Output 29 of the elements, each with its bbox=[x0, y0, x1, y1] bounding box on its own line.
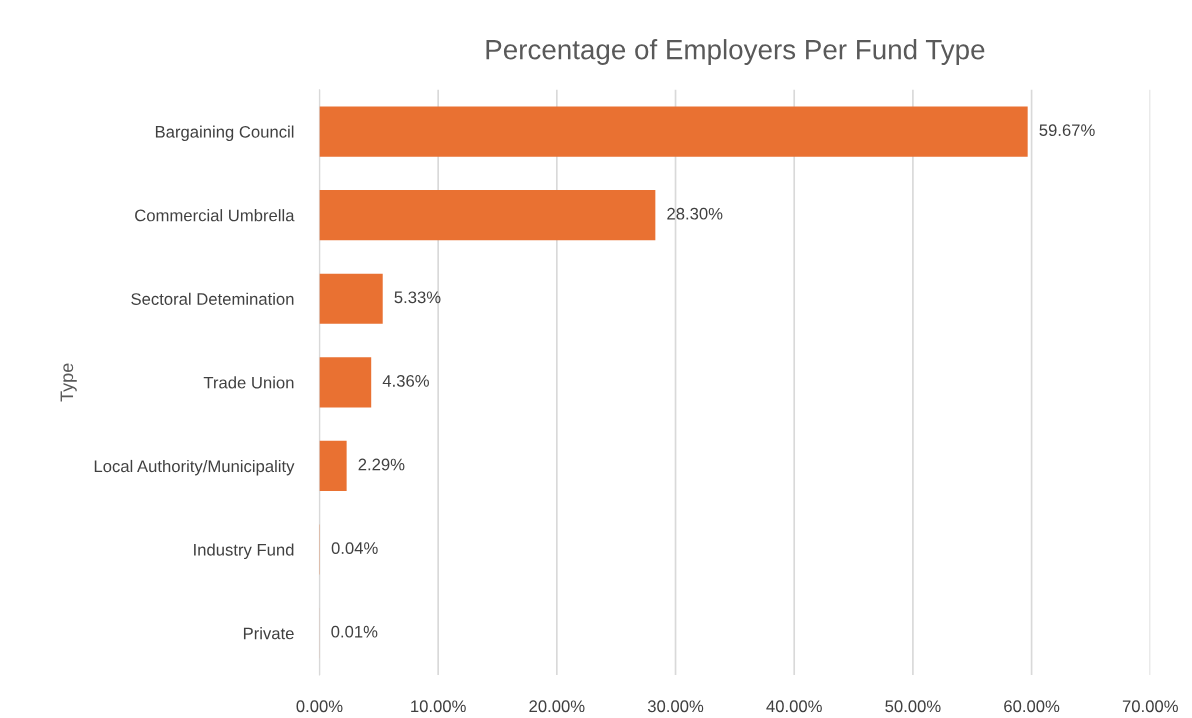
data-label: 4.36% bbox=[382, 375, 429, 387]
x-tick-label: 0.00% bbox=[296, 700, 343, 713]
x-tick-label: 20.00% bbox=[529, 700, 585, 713]
y-tick-label: Bargaining Council bbox=[155, 125, 294, 142]
y-tick-label: Trade Union bbox=[203, 376, 294, 389]
y-tick-label: Industry Fund bbox=[194, 543, 294, 560]
x-tick-label: 60.00% bbox=[1004, 700, 1060, 713]
data-label: 0.04% bbox=[331, 542, 378, 554]
data-label: 0.01% bbox=[331, 625, 378, 638]
data-label: 59.67% bbox=[1039, 124, 1095, 137]
x-tick-label: 50.00% bbox=[885, 700, 941, 713]
y-tick-label: Local Authority/Municipality bbox=[94, 459, 295, 476]
x-tick-label: 10.00% bbox=[411, 700, 466, 713]
data-label: 2.29% bbox=[358, 458, 405, 471]
y-tick-label: Sectoral Detemination bbox=[131, 292, 294, 305]
y-tick-label: Commercial Umbrella bbox=[135, 209, 295, 222]
data-label: 28.30% bbox=[667, 207, 723, 220]
bar bbox=[319, 357, 372, 408]
bar bbox=[319, 106, 1028, 157]
y-axis-title: Type bbox=[60, 363, 77, 402]
bar bbox=[319, 190, 656, 241]
x-tick-label: 30.00% bbox=[647, 700, 704, 713]
x-tick-label: 40.00% bbox=[766, 700, 822, 713]
x-tick-label: 70.00% bbox=[1122, 700, 1178, 713]
bar bbox=[319, 440, 347, 492]
data-label: 5.33% bbox=[394, 291, 441, 304]
bar bbox=[319, 273, 383, 324]
chart-title: Percentage of Employers Per Fund Type bbox=[486, 39, 985, 65]
y-tick-label: Private bbox=[243, 627, 294, 640]
